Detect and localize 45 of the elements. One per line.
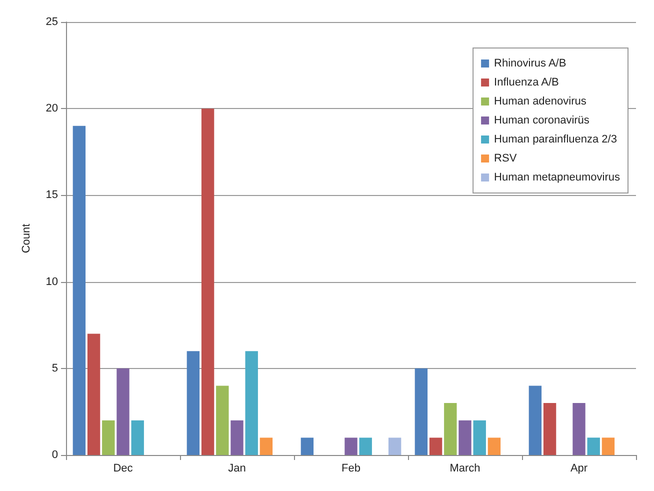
x-tick-label: Feb [342,462,360,474]
x-tick-label: Apr [570,462,588,474]
bar [429,438,442,455]
bar [87,334,100,455]
y-tick-label: 0 [52,449,58,461]
bar [186,351,200,455]
bar [102,420,115,455]
bar [201,108,214,455]
x-tick-label: March [450,462,480,474]
bar [587,438,600,455]
bar [444,403,457,455]
x-tick-label: Jan [228,462,246,474]
bar [131,420,144,455]
y-tick-label: 15 [46,189,58,202]
bar [543,403,556,455]
bar [572,403,586,455]
bar [72,126,86,455]
legend-label: Human coronavirüs [494,114,590,126]
legend-label: Human metapneumovirus [494,172,620,184]
legend-label: RSV [494,152,518,164]
y-tick-label: 10 [46,276,58,288]
bar [344,438,358,455]
bar [230,420,244,455]
bar [602,438,615,455]
bar [388,438,402,455]
bar [216,386,229,455]
bar [488,438,501,455]
legend-label: Human adenovirus [494,96,587,108]
x-tick-label: Dec [113,462,134,474]
bar [300,438,314,455]
bar [260,438,273,455]
bar [414,368,428,455]
bar [245,351,258,455]
y-tick-label: 20 [46,102,58,115]
y-axis-title: Count [20,224,32,254]
bar [458,420,472,455]
bar [528,386,542,455]
legend-label: Rhinovirus A/B [494,58,566,70]
y-tick-label: 5 [52,362,58,374]
legend-label: Influenza A/B [494,76,559,88]
bar [473,420,486,455]
bar [359,438,372,455]
bar [116,368,130,455]
y-tick-label: 25 [46,16,58,28]
legend-label: Human parainfluenza 2/3 [494,134,617,146]
